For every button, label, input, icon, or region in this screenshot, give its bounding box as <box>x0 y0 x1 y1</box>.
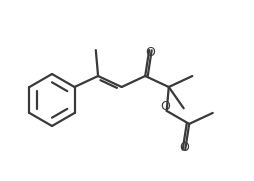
Text: O: O <box>161 100 171 113</box>
Text: O: O <box>179 141 189 154</box>
Text: O: O <box>145 46 155 59</box>
